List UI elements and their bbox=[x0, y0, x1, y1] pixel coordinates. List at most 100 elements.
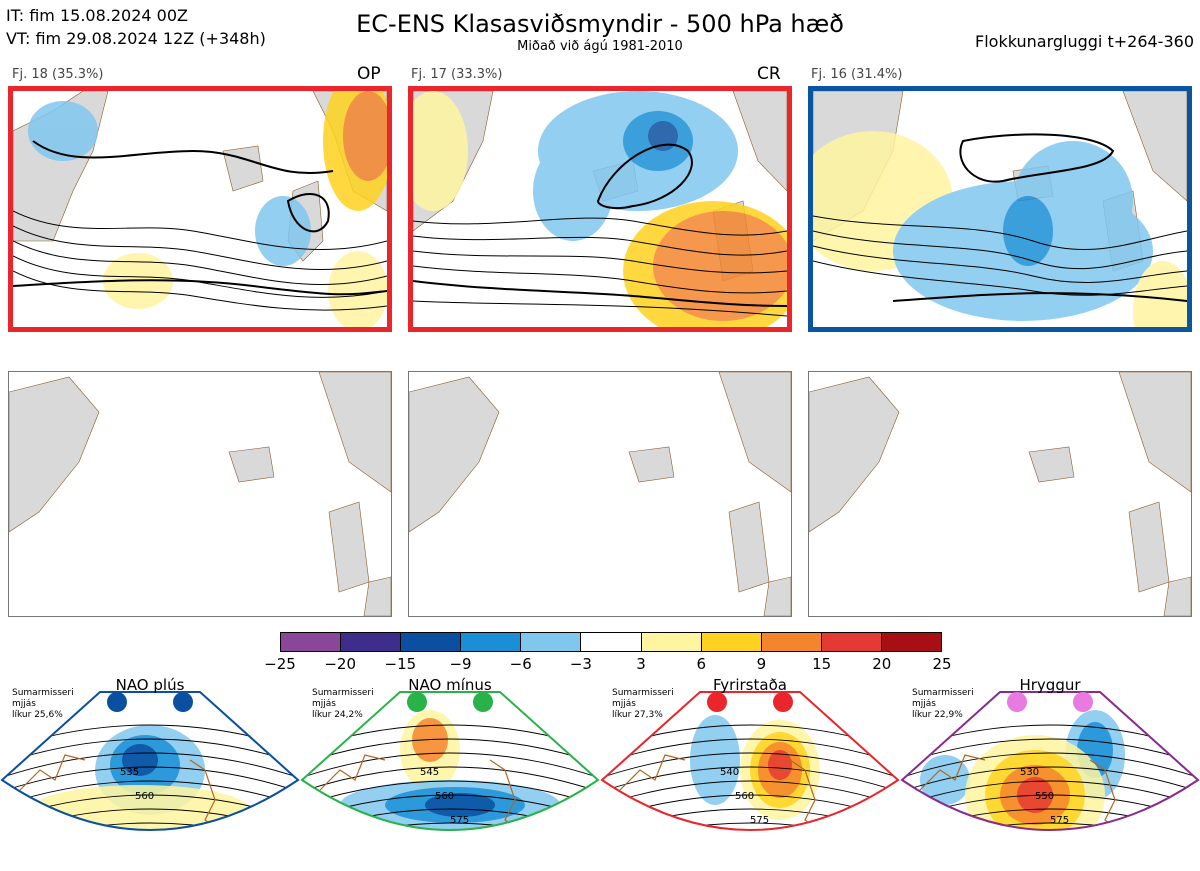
colorbar-swatch bbox=[401, 633, 462, 651]
regime-title: NAO mínus bbox=[408, 676, 492, 694]
height-contour bbox=[900, 837, 1200, 862]
regime-note-line: líkur 24,2% bbox=[312, 710, 363, 720]
init-time: IT: fim 15.08.2024 00Z bbox=[6, 6, 188, 25]
contour-label: 545 bbox=[420, 767, 439, 778]
cluster-map-2 bbox=[408, 86, 792, 332]
height-contour bbox=[902, 752, 1198, 779]
regime-note: Sumarmisseri mjjás líkur 24,2% bbox=[312, 688, 374, 721]
regime-frame bbox=[900, 691, 1200, 831]
height-contour bbox=[902, 822, 1198, 830]
anomaly-shading bbox=[28, 91, 387, 327]
height-contour bbox=[302, 780, 598, 807]
regime-map: 535 560 bbox=[0, 691, 300, 862]
contour-label: 550 bbox=[1035, 791, 1054, 802]
colorbar-tick-label: −15 bbox=[384, 655, 417, 673]
regime-marker-dot bbox=[407, 692, 427, 712]
colorbar-swatch bbox=[881, 633, 942, 651]
height-contours bbox=[413, 143, 787, 317]
contour-label: 575 bbox=[1050, 815, 1069, 826]
regime-note-line: Sumarmisseri bbox=[912, 688, 974, 698]
regime-frame bbox=[600, 691, 900, 831]
height-contour bbox=[302, 752, 598, 779]
colorbar-swatch bbox=[521, 633, 582, 651]
height-contour bbox=[2, 752, 298, 779]
cluster-map-1 bbox=[8, 86, 392, 332]
regime-marker-dot bbox=[107, 692, 127, 712]
regime-marker-dot bbox=[173, 692, 193, 712]
empty-map-1 bbox=[8, 371, 392, 617]
colorbar-swatch bbox=[281, 633, 342, 651]
anomaly-blob bbox=[768, 750, 792, 780]
empty-map-3 bbox=[808, 371, 1192, 617]
header-info: IT: fim 15.08.2024 00Z VT: fim 29.08.202… bbox=[6, 4, 266, 50]
anomaly-shading bbox=[813, 131, 1187, 327]
height-contour bbox=[302, 766, 598, 793]
contour-label: 560 bbox=[135, 791, 154, 802]
regime-marker-dot bbox=[473, 692, 493, 712]
contour-label: 535 bbox=[120, 767, 139, 778]
colorbar-tick-label: 25 bbox=[932, 655, 952, 673]
height-contour bbox=[600, 837, 900, 862]
anomaly-blob bbox=[920, 755, 970, 805]
regime-note: Sumarmisseri mjjás líkur 27,3% bbox=[612, 688, 674, 721]
regime-note: Sumarmisseri mjjás líkur 22,9% bbox=[912, 688, 974, 721]
empty-map-2 bbox=[408, 371, 792, 617]
height-contour bbox=[902, 738, 1198, 765]
contour-label: 560 bbox=[435, 791, 454, 802]
panel-2-tag: CR bbox=[757, 64, 781, 84]
colorbar-swatch bbox=[641, 633, 702, 651]
colorbar-tick-label: −25 bbox=[264, 655, 296, 673]
anomaly-blob bbox=[690, 715, 740, 805]
height-contour bbox=[602, 738, 898, 765]
regime-marker-dot bbox=[1007, 692, 1027, 712]
regime-note-line: líkur 22,9% bbox=[912, 710, 963, 720]
contour-label: 530 bbox=[1020, 767, 1039, 778]
regime-note-line: mjjás bbox=[612, 699, 636, 709]
contour-label: 560 bbox=[735, 791, 754, 802]
contour-label: 575 bbox=[750, 815, 769, 826]
regime-note-line: Sumarmisseri bbox=[12, 688, 74, 698]
height-contours bbox=[813, 133, 1187, 302]
panel-1-label: Fj. 18 (35.3%) bbox=[12, 67, 104, 82]
height-contour bbox=[0, 837, 300, 862]
height-contour bbox=[2, 780, 298, 807]
regime-marker-dot bbox=[773, 692, 793, 712]
page-subtitle: Miðað við ágú 1981-2010 bbox=[517, 39, 683, 54]
contour-label: 575 bbox=[450, 815, 469, 826]
regime-note-line: líkur 25,6% bbox=[12, 710, 63, 720]
height-contour bbox=[902, 780, 1198, 807]
cluster-map-3 bbox=[808, 86, 1192, 332]
regime-title: NAO plús bbox=[115, 676, 185, 694]
page-title: EC-ENS Klasasviðsmyndir - 500 hPa hæð bbox=[356, 10, 844, 38]
classification-window: Flokkunargluggi t+264-360 bbox=[975, 32, 1194, 51]
height-contour bbox=[302, 738, 598, 765]
regime-title: Fyrirstaða bbox=[713, 676, 787, 694]
regime-map: 545 560 575 bbox=[300, 691, 600, 862]
regime-map: 530 550 575 bbox=[900, 691, 1200, 862]
colorbar-tick-label: −9 bbox=[449, 655, 472, 673]
regime-note-line: mjjás bbox=[312, 699, 336, 709]
height-contour bbox=[302, 822, 598, 830]
anomaly-shading bbox=[413, 91, 787, 327]
valid-time: VT: fim 29.08.2024 12Z (+348h) bbox=[6, 29, 266, 48]
height-contour bbox=[602, 780, 898, 807]
anomaly-colorbar bbox=[280, 632, 942, 652]
colorbar-tick-label: 20 bbox=[872, 655, 892, 673]
colorbar-swatch bbox=[581, 633, 642, 651]
colorbar-swatch bbox=[821, 633, 882, 651]
panel-2-label: Fj. 17 (33.3%) bbox=[411, 67, 503, 82]
regime-note: Sumarmisseri mjjás líkur 25,6% bbox=[12, 688, 74, 721]
colorbar-swatch bbox=[341, 633, 402, 651]
regime-marker-dot bbox=[707, 692, 727, 712]
regime-marker-dot bbox=[1073, 692, 1093, 712]
height-contour bbox=[2, 766, 298, 793]
colorbar-tick-label: 15 bbox=[812, 655, 832, 673]
height-contour bbox=[300, 837, 600, 862]
regime-title: Hryggur bbox=[1019, 676, 1081, 694]
regime-note-line: mjjás bbox=[912, 699, 936, 709]
regime-note-line: mjjás bbox=[12, 699, 36, 709]
regime-frame bbox=[0, 691, 300, 831]
height-contour bbox=[602, 766, 898, 793]
colorbar-swatch bbox=[461, 633, 522, 651]
height-contour bbox=[902, 766, 1198, 793]
